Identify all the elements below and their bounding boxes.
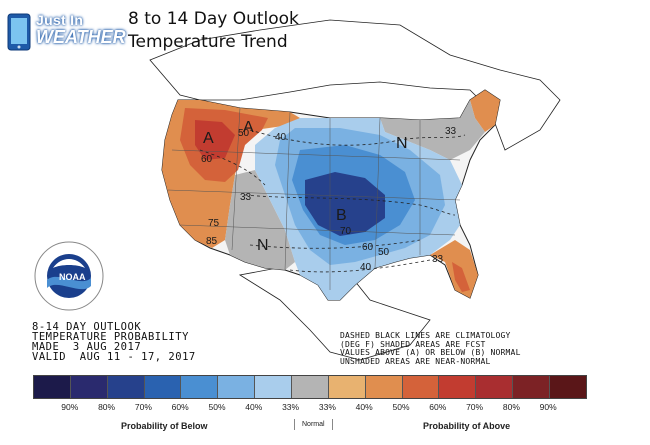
normal-sw-region bbox=[225, 170, 295, 270]
notes-line3: VALUES ABOVE (A) OR BELOW (B) NORMAL bbox=[340, 348, 521, 357]
legend-swatch bbox=[439, 376, 477, 398]
legend-percent-label: 80% bbox=[502, 402, 520, 412]
legend-swatch bbox=[292, 376, 329, 398]
info-line4: VALID AUG 11 - 17, 2017 bbox=[32, 351, 196, 363]
legend-percent-label: 40% bbox=[245, 402, 263, 412]
label-40-center: 40 bbox=[360, 262, 372, 273]
legend-percent-label: 33% bbox=[318, 402, 336, 412]
canada-outline bbox=[149, 19, 561, 151]
label-50-center: 50 bbox=[378, 247, 390, 258]
label-A-nw: A bbox=[243, 119, 254, 136]
legend-swatch bbox=[402, 376, 440, 398]
label-N-ne: N bbox=[396, 135, 408, 152]
map-svg: A A B N N 60 40 50 33 75 85 70 60 50 40 … bbox=[149, 19, 561, 361]
phone-icon bbox=[7, 13, 31, 51]
label-85-sw: 85 bbox=[206, 236, 218, 247]
legend-swatch bbox=[550, 376, 586, 398]
legend-swatch bbox=[181, 376, 219, 398]
normal-ne-region bbox=[380, 100, 485, 160]
state-lines bbox=[167, 107, 461, 290]
noaa-text: NOAA bbox=[59, 272, 86, 282]
climatology-lines bbox=[199, 129, 466, 273]
above-fl-core bbox=[452, 262, 470, 292]
above-nw-core2 bbox=[195, 120, 235, 160]
legend-percent-label: 50% bbox=[208, 402, 226, 412]
map-notes: DASHED BLACK LINES ARE CLIMATOLOGY (DEG … bbox=[340, 331, 521, 366]
legend-percent-label: 70% bbox=[466, 402, 484, 412]
brand-logo: Just In WEATHER bbox=[6, 10, 126, 54]
label-B-center: B bbox=[336, 207, 347, 224]
info-line3: MADE 3 AUG 2017 bbox=[32, 341, 142, 353]
label-70-center: 70 bbox=[340, 226, 352, 237]
legend-percent-label: 33% bbox=[282, 402, 300, 412]
legend-swatch bbox=[365, 376, 403, 398]
legend-above-caption: Probability of Above bbox=[423, 421, 511, 431]
notes-line1: DASHED BLACK LINES ARE CLIMATOLOGY bbox=[340, 331, 511, 340]
legend-swatch bbox=[476, 376, 514, 398]
label-60-west: 60 bbox=[201, 154, 213, 165]
legend-swatch bbox=[513, 376, 551, 398]
outlook-map: A A B N N 60 40 50 33 75 85 70 60 50 40 … bbox=[149, 19, 561, 361]
legend-swatch bbox=[255, 376, 293, 398]
noaa-logo-icon: NOAA bbox=[34, 241, 104, 311]
legend-swatch bbox=[34, 376, 71, 398]
legend-captions: Probability of Below Normal Probability … bbox=[33, 419, 585, 435]
label-33-west: 33 bbox=[240, 192, 252, 203]
legend-percent-label: 90% bbox=[61, 402, 79, 412]
legend-percent-label: 70% bbox=[134, 402, 152, 412]
legend-normal-caption: Normal bbox=[294, 419, 333, 430]
legend-percent-label: 50% bbox=[392, 402, 410, 412]
noaa-emblem: NOAA bbox=[33, 240, 105, 312]
legend-color-bar bbox=[33, 375, 587, 399]
legend-percent-label: 80% bbox=[98, 402, 116, 412]
label-50-nw: 50 bbox=[238, 128, 250, 139]
label-75-sw: 75 bbox=[208, 218, 220, 229]
legend-swatch bbox=[218, 376, 256, 398]
info-line2: TEMPERATURE PROBABILITY bbox=[32, 331, 189, 343]
legend-swatch bbox=[144, 376, 182, 398]
title-line2: Temperature Trend bbox=[128, 32, 288, 52]
legend-percent-label: 90% bbox=[539, 402, 557, 412]
legend-swatch bbox=[70, 376, 108, 398]
legend-percent-label: 40% bbox=[355, 402, 373, 412]
legend-swatch bbox=[107, 376, 145, 398]
label-33-se: 33 bbox=[432, 254, 444, 265]
label-N-sw: N bbox=[257, 237, 269, 254]
legend-percent-label: 60% bbox=[171, 402, 189, 412]
info-line1: 8-14 DAY OUTLOOK bbox=[32, 321, 142, 333]
label-33-ne: 33 bbox=[445, 126, 457, 137]
notes-line2: (DEG F) SHADED AREAS ARE FCST bbox=[340, 339, 486, 349]
below-core-region bbox=[305, 172, 385, 236]
title-line1: 8 to 14 Day Outlook bbox=[128, 9, 299, 29]
notes-line4: UNSHADED AREAS ARE NEAR-NORMAL bbox=[340, 356, 491, 366]
label-A-west: A bbox=[203, 130, 214, 147]
legend-below-caption: Probability of Below bbox=[121, 421, 208, 431]
label-60-center: 60 bbox=[362, 242, 374, 253]
label-40-nw: 40 bbox=[275, 132, 287, 143]
legend-swatch bbox=[328, 376, 366, 398]
brand-line1: Just In bbox=[36, 12, 84, 28]
outlook-info: 8-14 DAY OUTLOOK TEMPERATURE PROBABILITY… bbox=[32, 321, 196, 363]
legend-percent-label: 60% bbox=[429, 402, 447, 412]
brand-line2: WEATHER bbox=[36, 27, 126, 47]
